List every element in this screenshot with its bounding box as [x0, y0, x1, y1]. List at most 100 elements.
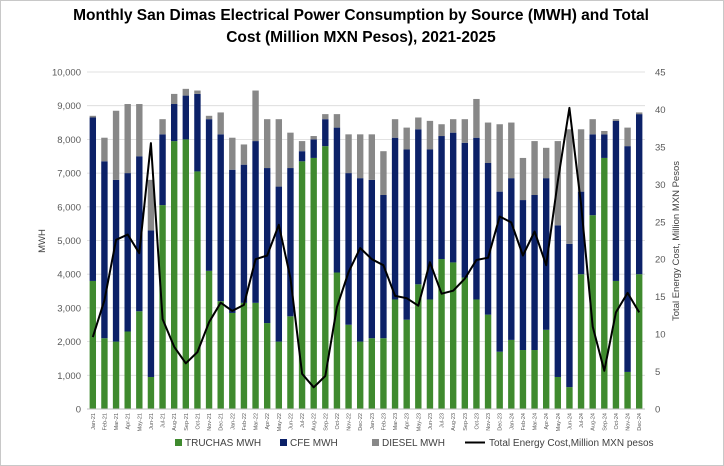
- x-tick-label: Nov-24: [626, 413, 632, 431]
- y2-tick-label: 5: [655, 367, 660, 378]
- y-axis-title: MWH: [37, 229, 48, 253]
- bar-segment: [531, 141, 538, 196]
- x-tick-label: Mar-22: [254, 413, 260, 430]
- bar-segment: [182, 95, 190, 140]
- bar-segment: [426, 149, 434, 300]
- bar-segment: [205, 119, 213, 271]
- bar-segment: [566, 387, 573, 409]
- chart-title: Monthly San Dimas Electrical Power Consu…: [41, 5, 681, 49]
- bar-segment: [240, 164, 248, 303]
- x-tick-label: May-22: [277, 413, 283, 431]
- bar-segment: [333, 127, 341, 273]
- y-tick-label: 5,000: [57, 236, 81, 247]
- bar-segment: [287, 132, 294, 169]
- y2-tick-label: 20: [655, 255, 666, 266]
- bar-segment: [217, 112, 224, 135]
- bar-segment: [356, 178, 364, 342]
- bar-segment: [566, 243, 573, 388]
- bar-segment: [136, 311, 143, 409]
- x-tick-label: Dec-24: [637, 413, 643, 431]
- y-tick-label: 9,000: [57, 101, 81, 112]
- x-tick-label: Aug-24: [591, 413, 597, 431]
- bar-segment: [635, 112, 643, 115]
- legend-label-truchas: TRUCHAS MWH: [185, 438, 261, 449]
- bar-segment: [380, 338, 387, 409]
- bar-segment: [461, 277, 469, 409]
- bar-segment: [438, 136, 445, 260]
- bar-segment: [240, 144, 248, 165]
- bar-segment: [333, 272, 341, 409]
- y2-tick-label: 30: [655, 180, 666, 191]
- legend-swatch-diesel: [372, 439, 379, 446]
- bar-segment: [101, 338, 108, 409]
- y-tick-label: 3,000: [57, 303, 81, 314]
- y-tick-label: 2,000: [57, 337, 81, 348]
- x-tick-label: Sep-22: [323, 413, 329, 431]
- bar-segment: [112, 341, 120, 409]
- bar-segment: [449, 132, 457, 263]
- bar-segment: [112, 179, 120, 342]
- bar-segment: [519, 350, 527, 409]
- x-tick-label: Aug-21: [172, 413, 178, 431]
- bar-segment: [508, 122, 515, 179]
- bar-stacks: [89, 88, 643, 409]
- bar-segment: [182, 139, 190, 409]
- bar-segment: [345, 324, 352, 409]
- bar-segment: [275, 341, 283, 409]
- y-tick-label: 8,000: [57, 135, 81, 146]
- y-tick-label: 0: [76, 405, 81, 416]
- bar-segment: [89, 115, 97, 118]
- cost-line: [91, 106, 641, 389]
- x-tick-label: Oct-22: [335, 413, 341, 430]
- bar-segment: [159, 119, 166, 135]
- bar-segment: [194, 90, 201, 94]
- x-tick-label: Jun-22: [288, 413, 294, 430]
- x-tick-label: Jun-24: [567, 413, 573, 430]
- bar-segment: [461, 119, 469, 143]
- bar-segment: [159, 134, 166, 206]
- bar-segment: [577, 129, 585, 192]
- x-tick-label: Mar-23: [393, 413, 399, 430]
- bar-segment: [101, 137, 108, 162]
- bar-segment: [147, 179, 155, 231]
- x-tick-label: Dec-22: [358, 413, 364, 431]
- bar-segment: [345, 173, 352, 325]
- bar-segment: [170, 141, 178, 409]
- bar-segment: [391, 299, 399, 409]
- bar-segment: [624, 127, 631, 147]
- bar-segment: [252, 90, 259, 142]
- x-tick-label: Feb-23: [381, 413, 387, 430]
- cost-line-layer: [91, 106, 641, 389]
- x-tick-label: May-21: [137, 413, 143, 431]
- x-tick-label: Nov-23: [486, 413, 492, 431]
- x-tick-label: Jul-22: [300, 413, 306, 428]
- x-tick-label: Sep-23: [463, 413, 469, 431]
- y-tick-label: 4,000: [57, 270, 81, 281]
- bar-segment: [566, 129, 573, 244]
- bar-segment: [473, 299, 480, 409]
- bar-segment: [229, 312, 236, 409]
- bar-segment: [484, 162, 492, 315]
- bar-segment: [484, 314, 492, 409]
- bar-segment: [275, 186, 283, 342]
- bar-segment: [601, 130, 608, 135]
- bar-segment: [322, 146, 329, 409]
- bar-segment: [252, 302, 259, 409]
- bar-segment: [438, 124, 445, 137]
- bar-segment: [612, 119, 620, 121]
- bar-segment: [287, 168, 294, 317]
- bar-segment: [635, 114, 643, 275]
- x-tick-label: Jun-23: [428, 413, 434, 430]
- bar-segment: [612, 280, 620, 409]
- x-tick-label: Sep-24: [602, 413, 608, 431]
- bar-segment: [298, 141, 306, 152]
- bar-segment: [426, 120, 434, 150]
- bar-segment: [601, 157, 608, 409]
- legend-label-cost: Total Energy Cost,Million MXN pesos: [489, 438, 654, 449]
- bar-segment: [112, 110, 120, 180]
- x-tick-label: Feb-21: [102, 413, 108, 430]
- bar-segment: [426, 299, 434, 409]
- bar-segment: [194, 171, 201, 409]
- bar-segment: [461, 142, 469, 278]
- bar-segment: [542, 147, 550, 179]
